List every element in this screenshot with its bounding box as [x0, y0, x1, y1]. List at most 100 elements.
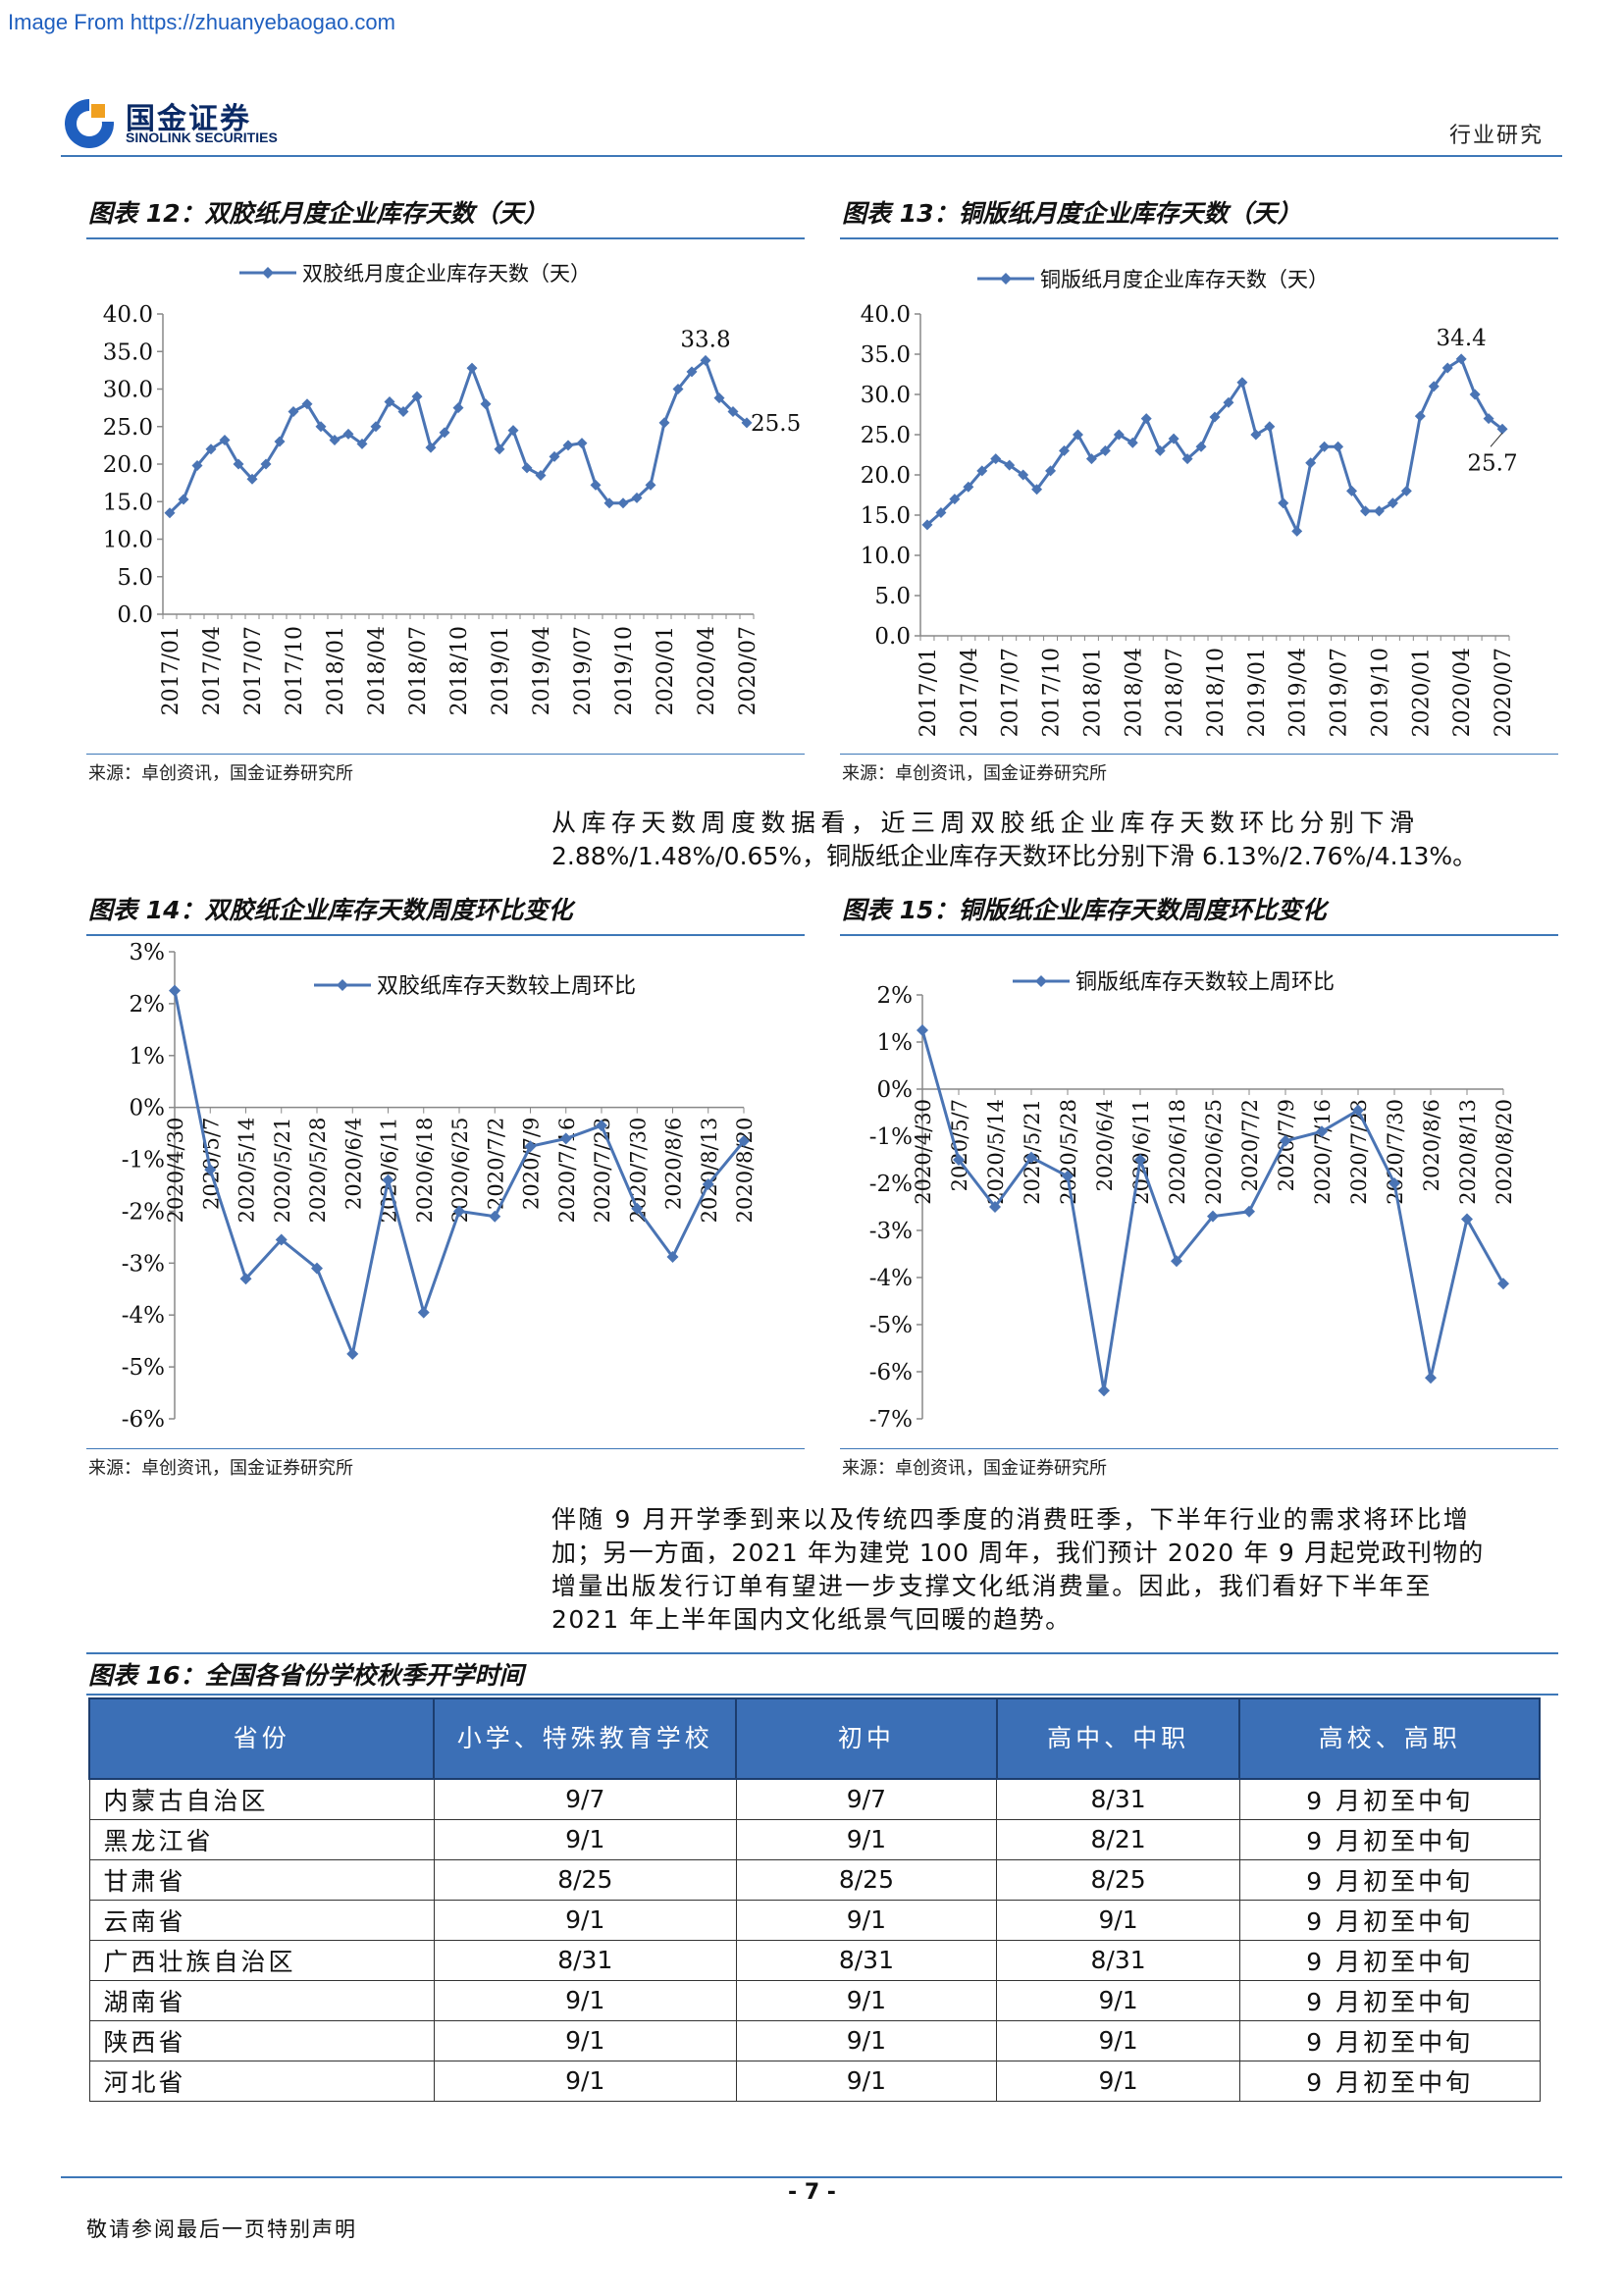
data-point [219, 435, 231, 446]
data-point [315, 421, 327, 433]
x-tick-label: 2018/07 [1163, 648, 1187, 737]
series-line [926, 356, 1503, 537]
y-tick-label: -5% [122, 1355, 165, 1381]
x-tick-label: 2017/04 [958, 648, 982, 737]
x-tick-label: 2020/5/28 [306, 1118, 330, 1224]
province-cell: 云南省 [88, 1899, 435, 1941]
data-point [1483, 413, 1494, 425]
legend-label: 双胶纸库存天数较上周环比 [377, 974, 636, 999]
date-cell: 9/7 [433, 1778, 737, 1820]
data-point [205, 444, 217, 455]
fig14-source: 来源：卓创资讯，国金证券研究所 [88, 1458, 353, 1479]
fig14-title: 图表 14：双胶纸企业库存天数周度环比变化 [88, 896, 573, 924]
x-tick-label: 2017/01 [159, 626, 183, 715]
data-point [262, 267, 274, 279]
y-tick-label: 5.0 [117, 565, 153, 591]
data-point [631, 492, 643, 503]
data-point [1126, 437, 1138, 448]
x-tick-label: 2020/07 [1492, 648, 1516, 737]
date-cell: 8/31 [996, 1778, 1240, 1820]
date-cell: 9/1 [433, 1979, 737, 2021]
paragraph-outlook: 伴随 9 月开学季到来以及传统四季度的消费旺季，下半年行业的需求将环比增 加；另… [551, 1503, 1543, 1637]
x-tick-label: 2020/01 [654, 626, 678, 715]
data-point [524, 1140, 537, 1153]
x-tick-label: 2019/10 [612, 626, 637, 715]
x-tick-label: 2019/04 [1286, 648, 1311, 737]
date-cell: 9/1 [735, 2060, 998, 2102]
date-cell: 9/1 [735, 1899, 998, 1941]
data-point [342, 428, 354, 440]
y-tick-label: -2% [122, 1199, 165, 1225]
fig12-chart: 40.035.030.025.020.015.010.05.00.02017/0… [103, 262, 801, 715]
data-point [1316, 1125, 1328, 1138]
data-point [617, 497, 629, 509]
x-tick-label: 2020/7/16 [555, 1118, 579, 1224]
y-tick-label: -5% [869, 1313, 913, 1338]
data-point [397, 405, 409, 417]
legend-label: 铜版纸月度企业库存天数（天） [1040, 268, 1329, 291]
date-cell: 8/31 [735, 1939, 998, 1981]
y-tick-label: 0% [877, 1077, 914, 1103]
y-tick-label: -1% [122, 1148, 165, 1174]
x-tick-label: 2020/5/14 [236, 1118, 259, 1224]
province-cell: 河北省 [88, 2060, 435, 2102]
data-point [1134, 1154, 1146, 1166]
x-tick-label: 2020/6/4 [341, 1118, 365, 1210]
data-point [741, 417, 753, 429]
y-tick-label: 10.0 [103, 528, 153, 553]
data-point [1333, 441, 1344, 452]
data-point [727, 405, 739, 417]
logo-english-name: SINOLINK SECURITIES [126, 130, 278, 145]
data-point [494, 444, 505, 455]
y-tick-label: 10.0 [861, 544, 911, 569]
data-point [1264, 421, 1276, 433]
x-tick-label: 2020/7/2 [1238, 1099, 1262, 1191]
x-tick-label: 2020/7/16 [1311, 1099, 1335, 1205]
fig13-title-rule [840, 237, 1558, 239]
data-point [466, 362, 478, 374]
data-point [576, 438, 588, 449]
paragraph-inventory-weekly: 从库存天数周度数据看，近三周双胶纸企业库存天数环比分别下滑 2.88%/1.48… [551, 807, 1562, 873]
data-point [1025, 1151, 1037, 1164]
x-tick-label: 2020/6/25 [448, 1118, 472, 1224]
x-tick-label: 2020/5/7 [948, 1099, 971, 1191]
x-tick-label: 2020/6/25 [1202, 1099, 1226, 1205]
x-tick-label: 2020/7/9 [520, 1118, 544, 1210]
x-tick-label: 2020/04 [695, 626, 719, 715]
table-row: 河北省 9/1 9/1 9/1 9 月初至中旬 [88, 2060, 1541, 2102]
paragraph-line: 从库存天数周度数据看，近三周双胶纸企业库存天数环比分别下滑 [551, 809, 1420, 837]
date-cell: 8/21 [996, 1818, 1240, 1860]
paragraph-line: 2021 年上半年国内文化纸景气回暖的趋势。 [551, 1605, 1072, 1634]
date-cell: 9 月初至中旬 [1238, 1818, 1541, 1860]
data-point [1469, 389, 1481, 400]
data-point [275, 1233, 288, 1246]
x-tick-label: 2019/07 [1328, 648, 1352, 737]
fig16-title: 图表 16：全国各省份学校秋季开学时间 [88, 1661, 524, 1690]
province-cell: 广西壮族自治区 [88, 1939, 435, 1981]
data-label: 33.8 [680, 327, 730, 352]
table-row: 湖南省 9/1 9/1 9/1 9 月初至中旬 [88, 1979, 1541, 2021]
data-point [346, 1347, 359, 1360]
data-point [1171, 1255, 1182, 1268]
data-point [453, 1205, 465, 1218]
data-point [953, 1154, 965, 1166]
data-point [204, 1164, 217, 1176]
data-point [1414, 410, 1426, 422]
date-cell: 8/25 [996, 1858, 1240, 1901]
data-point [549, 450, 560, 462]
province-cell: 陕西省 [88, 2019, 435, 2061]
y-tick-label: 15.0 [861, 503, 911, 529]
y-tick-label: 20.0 [103, 452, 153, 478]
x-tick-label: 2019/01 [489, 626, 513, 715]
data-point [233, 458, 244, 470]
data-point [1373, 505, 1385, 517]
fig12-source: 来源：卓创资讯，国金证券研究所 [88, 763, 353, 784]
header-rule [61, 155, 1562, 157]
data-point [1243, 1205, 1255, 1218]
data-point [990, 453, 1002, 465]
date-cell: 9 月初至中旬 [1238, 2060, 1541, 2102]
data-point [713, 392, 725, 404]
series-line [920, 1029, 1505, 1391]
data-point [246, 473, 258, 485]
table-row: 内蒙古自治区 9/7 9/7 8/31 9 月初至中旬 [88, 1778, 1541, 1820]
